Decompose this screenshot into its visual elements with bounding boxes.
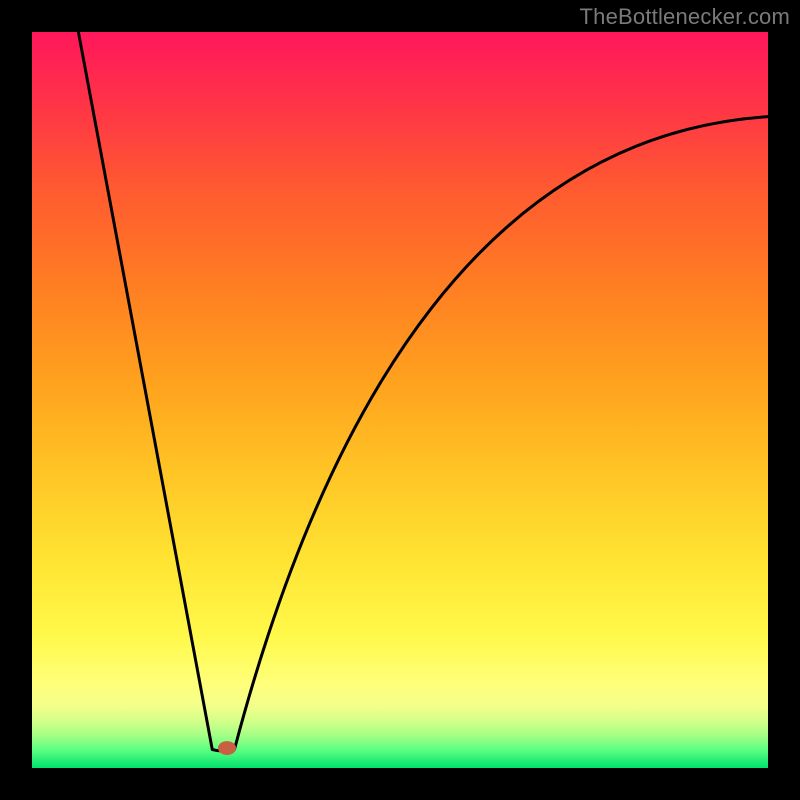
chart-stage: TheBottlenecker.com — [0, 0, 800, 800]
plot-background-gradient — [32, 32, 768, 768]
chart-svg — [0, 0, 800, 800]
optimum-marker — [218, 741, 236, 755]
